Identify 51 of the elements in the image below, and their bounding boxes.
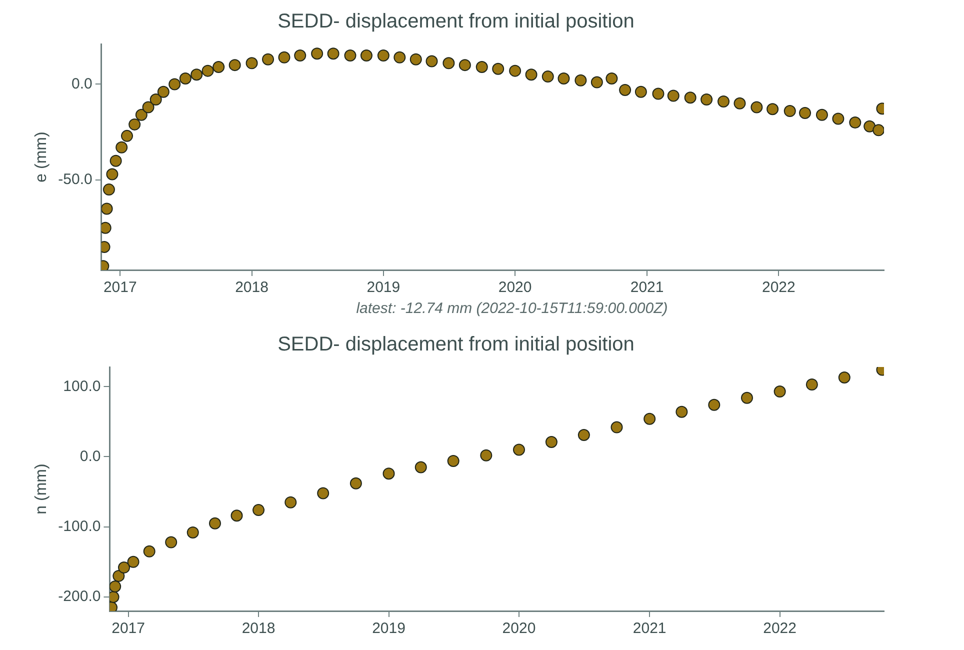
x-tick-label: 2021 bbox=[630, 279, 664, 296]
point bbox=[447, 454, 460, 467]
point bbox=[545, 436, 558, 448]
x-tick-label: 2017 bbox=[112, 620, 145, 638]
point bbox=[143, 545, 156, 558]
y-tick-label: -100.0 bbox=[58, 518, 101, 536]
x-tick-label: 2022 bbox=[762, 279, 796, 296]
text: latest: -12.74 mm (2022-10-15T11:59:00.000Z) bbox=[355, 300, 669, 317]
x-tick-label: 2021 bbox=[632, 620, 666, 638]
chart-title: SEDD- displacement from initial position bbox=[278, 334, 634, 356]
point bbox=[118, 562, 130, 574]
x-tick-label: 2018 bbox=[235, 279, 268, 296]
point bbox=[350, 477, 362, 490]
x-tick-label: 2020 bbox=[502, 620, 536, 638]
point bbox=[838, 372, 850, 384]
y-axis-title: n (mm) bbox=[33, 464, 50, 514]
x-tick-label: 2022 bbox=[763, 620, 796, 638]
y-tick-label: 0.0 bbox=[80, 448, 101, 465]
x-tick-label: 2018 bbox=[242, 620, 276, 638]
point bbox=[740, 392, 753, 404]
x-tick-label: 2020 bbox=[498, 279, 532, 296]
point bbox=[110, 580, 122, 592]
y-tick-label: 0.0 bbox=[72, 75, 92, 92]
point bbox=[610, 421, 623, 434]
point bbox=[676, 406, 688, 418]
point bbox=[186, 526, 199, 538]
point bbox=[112, 570, 125, 582]
point bbox=[165, 536, 178, 548]
point bbox=[252, 504, 265, 516]
chart-title: SEDD- displacement from initial position bbox=[278, 10, 634, 33]
point bbox=[774, 386, 786, 398]
point bbox=[512, 444, 525, 456]
y-tick-label: 100.0 bbox=[63, 378, 101, 395]
y-tick-label: -50.0 bbox=[58, 171, 92, 188]
y-tick-label: -200.0 bbox=[58, 588, 101, 606]
x-tick-label: 2019 bbox=[366, 279, 400, 296]
point bbox=[806, 378, 818, 391]
point bbox=[317, 487, 330, 500]
point bbox=[284, 496, 297, 508]
point bbox=[208, 517, 221, 530]
point bbox=[578, 429, 590, 442]
point bbox=[644, 412, 656, 425]
x-tick-label: 2019 bbox=[372, 620, 406, 638]
point bbox=[230, 510, 243, 522]
y-axis-title: e (mm) bbox=[33, 132, 50, 182]
point bbox=[382, 468, 395, 480]
point bbox=[480, 449, 492, 462]
x-tick-label: 2017 bbox=[103, 279, 137, 296]
point bbox=[414, 461, 427, 474]
point bbox=[127, 556, 140, 568]
point bbox=[708, 398, 720, 411]
